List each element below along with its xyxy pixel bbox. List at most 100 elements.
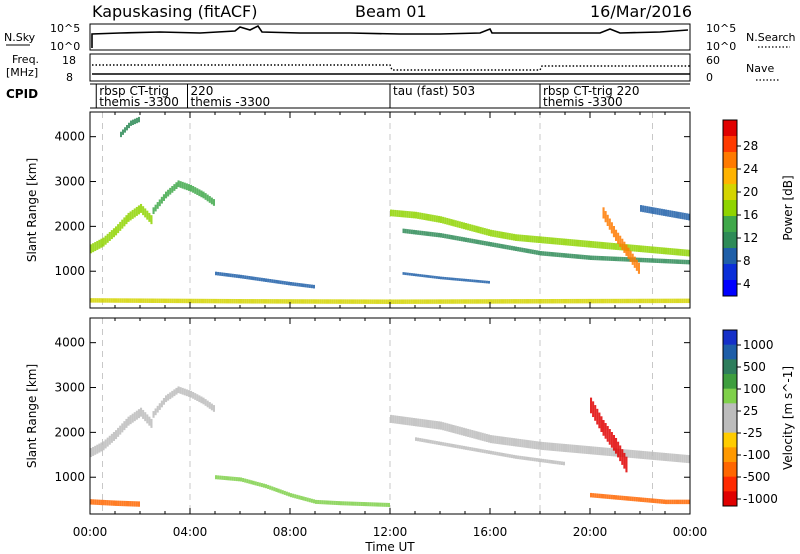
- freq-right-tick-top: 60: [706, 54, 720, 67]
- velocity-echo-cell: [558, 461, 561, 465]
- power-echo-cell: [571, 239, 574, 246]
- velocity-echo-cell: [592, 401, 595, 418]
- power-echo-cell: [260, 277, 263, 282]
- power-echo-cell: [396, 299, 399, 304]
- power-echo-cell: [402, 299, 405, 304]
- power-echo-cell: [119, 221, 122, 231]
- velocity-echo-cell: [596, 408, 599, 425]
- power-echo-cell: [569, 298, 572, 304]
- power-echo-cell: [537, 250, 540, 256]
- power-echo-cell: [312, 299, 315, 304]
- velocity-echo-cell: [415, 437, 418, 441]
- velocity-echo-cell: [477, 431, 480, 440]
- power-echo-cell: [612, 298, 615, 304]
- power-echo-cell: [581, 298, 584, 304]
- power-echo-cell: [506, 245, 509, 250]
- power-ytick-label: 4000: [54, 130, 85, 144]
- power-echo-cell: [134, 118, 136, 125]
- power-echo-cell: [431, 299, 434, 304]
- velocity-echo-cell: [502, 453, 505, 457]
- velocity-echo-cell: [481, 432, 484, 441]
- power-echo-cell: [669, 210, 672, 218]
- velocity-echo-cell: [410, 417, 413, 426]
- power-echo-cell: [123, 298, 126, 303]
- power-echo-cell: [602, 256, 605, 261]
- power-echo-cell: [137, 205, 140, 215]
- power-echo-cell: [487, 280, 490, 284]
- power-echo-cell: [437, 276, 440, 280]
- power-echo-cell: [527, 299, 530, 304]
- velocity-echo-cell: [265, 484, 268, 489]
- power-echo-cell: [275, 299, 278, 304]
- power-echo-cell: [602, 207, 605, 219]
- power-echo-cell: [177, 180, 180, 188]
- velocity-echo-cell: [627, 496, 630, 501]
- power-echo-cell: [540, 236, 543, 244]
- power-echo-cell: [523, 248, 526, 253]
- power-echo-cell: [548, 237, 551, 244]
- power-echo-cell: [175, 182, 178, 189]
- power-echo-cell: [319, 299, 322, 304]
- power-echo-cell: [425, 299, 428, 304]
- power-echo-cell: [510, 299, 513, 304]
- velocity-echo-cell: [508, 437, 511, 446]
- velocity-echo-cell: [527, 456, 530, 461]
- power-echo-cell: [490, 299, 493, 304]
- power-echo-cell: [135, 298, 138, 303]
- velocity-echo-cell: [225, 476, 228, 481]
- power-echo-cell: [275, 279, 278, 284]
- power-echo-cell: [315, 299, 318, 304]
- power-echo-cell: [425, 274, 428, 278]
- velocity-echo-cell: [300, 495, 303, 500]
- velocity-echo-cell: [596, 446, 599, 455]
- velocity-echo-cell: [440, 441, 443, 446]
- power-echo-cell: [121, 219, 124, 229]
- velocity-colorbar-swatch: [723, 462, 737, 478]
- power-echo-cell: [675, 298, 678, 304]
- power-echo-cell: [500, 299, 503, 304]
- power-echo-cell: [290, 299, 293, 304]
- power-echo-cell: [408, 229, 411, 234]
- power-echo-cell: [585, 298, 588, 304]
- power-echo-cell: [350, 299, 353, 304]
- power-echo-cell: [637, 257, 640, 263]
- power-echo-cell: [433, 215, 436, 222]
- power-echo-cell: [619, 235, 622, 247]
- power-echo-cell: [329, 299, 332, 304]
- power-echo-cell: [579, 240, 582, 247]
- power-echo-cell: [454, 235, 457, 241]
- velocity-echo-cell: [362, 502, 365, 507]
- velocity-echo-cell: [533, 440, 536, 450]
- power-echo-cell: [608, 298, 611, 304]
- velocity-echo-cell: [92, 499, 95, 505]
- power-echo-cell: [554, 252, 557, 257]
- power-echo-cell: [131, 209, 134, 219]
- power-echo-cell: [212, 298, 215, 304]
- power-echo-cell: [502, 244, 505, 249]
- velocity-echo-cell: [454, 444, 457, 448]
- velocity-echo-cell: [460, 445, 463, 450]
- power-echo-cell: [356, 299, 359, 304]
- velocity-echo-cell: [662, 499, 665, 504]
- power-echo-cell: [429, 214, 432, 222]
- power-echo-cell: [371, 299, 374, 304]
- velocity-echo-cell: [183, 388, 186, 396]
- velocity-echo-cell: [200, 396, 203, 404]
- power-echo-cell: [650, 206, 653, 214]
- velocity-echo-cell: [540, 458, 543, 463]
- power-echo-cell: [662, 298, 665, 304]
- power-echo-cell: [598, 255, 601, 261]
- power-echo-cell: [679, 298, 682, 304]
- velocity-echo-cell: [365, 502, 368, 507]
- power-echo-cell: [410, 299, 413, 304]
- power-echo-cell: [246, 299, 249, 304]
- power-colorbar-tick-label: 8: [743, 254, 751, 268]
- velocity-echo-cell: [535, 458, 538, 462]
- power-echo-cell: [594, 255, 597, 261]
- power-echo-cell: [548, 251, 551, 257]
- power-echo-cell: [415, 299, 418, 304]
- velocity-colorbar-tick-label: -25: [743, 426, 763, 440]
- power-echo-cell: [600, 255, 603, 261]
- velocity-echo-cell: [608, 494, 611, 500]
- velocity-echo-cell: [429, 439, 432, 444]
